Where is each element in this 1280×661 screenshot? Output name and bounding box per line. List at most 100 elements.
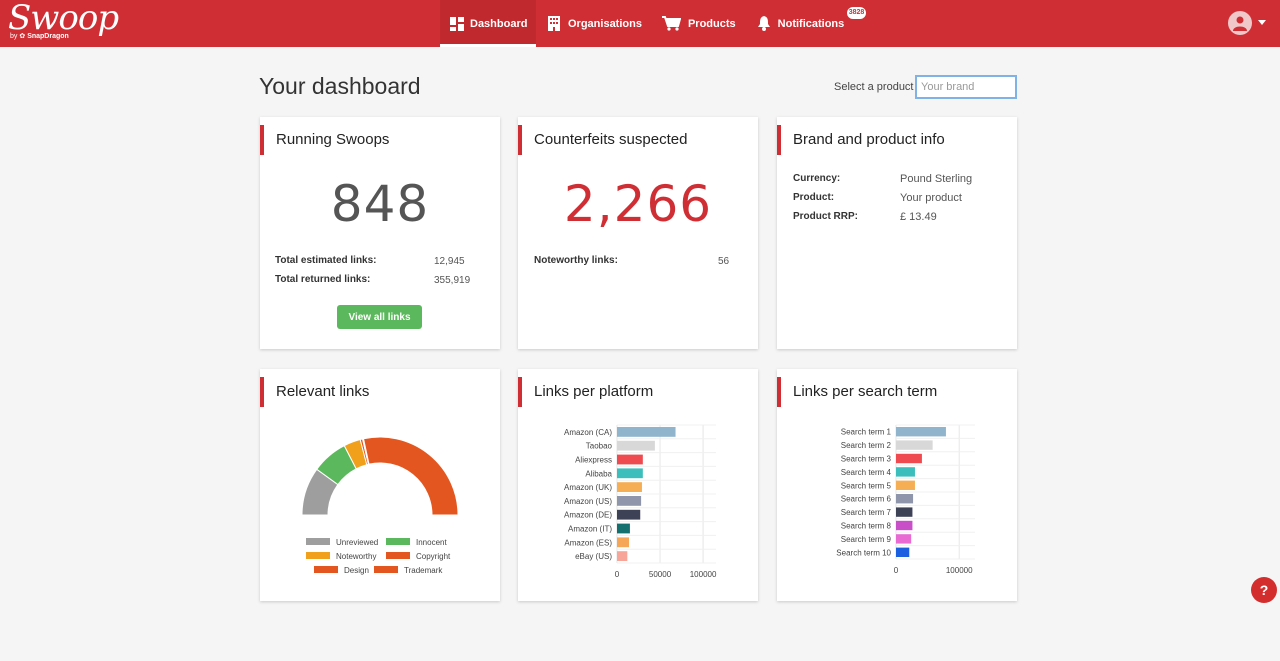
total-returned-label: Total returned links: [275, 274, 371, 285]
bar[interactable] [896, 427, 946, 437]
bar[interactable] [896, 440, 933, 450]
legend-swatch-innocent [386, 538, 410, 545]
bell-icon [756, 16, 772, 32]
category-label: Amazon (CA) [564, 428, 612, 437]
category-label: Search term 3 [841, 455, 892, 464]
total-returned-value: 355,919 [434, 275, 471, 286]
nav-notifications[interactable]: Notifications 3828 [746, 0, 867, 47]
x-tick-label: 100000 [946, 566, 973, 575]
category-label: Amazon (IT) [568, 525, 612, 534]
bar[interactable] [617, 427, 676, 437]
total-estimated-value: 12,945 [434, 256, 465, 267]
legend-label-noteworthy[interactable]: Noteworthy [336, 552, 376, 561]
category-label: Search term 2 [841, 441, 892, 450]
x-tick-label: 100000 [690, 570, 717, 579]
category-label: Search term 9 [841, 535, 892, 544]
category-label: eBay (US) [575, 552, 612, 561]
legend-label-unreviewed[interactable]: Unreviewed [336, 538, 378, 547]
logo-text: Swoop [8, 0, 119, 38]
card-title: Relevant links [260, 377, 369, 407]
logo-subtitle: by ✿ SnapDragon [10, 32, 69, 40]
counterfeits-card: Counterfeits suspected 2,266 Noteworthy … [518, 117, 758, 349]
legend-label-trademark[interactable]: Trademark [404, 566, 443, 575]
bar[interactable] [896, 480, 915, 490]
bar[interactable] [896, 534, 912, 544]
top-navbar: Swoop by ✿ SnapDragon Dashboard Organisa… [0, 0, 1280, 47]
bar[interactable] [617, 440, 655, 451]
bar[interactable] [896, 494, 914, 504]
user-menu-chevron-down-icon[interactable] [1258, 20, 1266, 25]
running-swoops-card: Running Swoops 848 Total estimated links… [260, 117, 500, 349]
bar[interactable] [617, 496, 642, 506]
bar[interactable] [896, 467, 915, 477]
category-label: Taobao [586, 442, 613, 451]
card-title: Brand and product info [777, 125, 945, 155]
notifications-badge: 3828 [846, 7, 867, 19]
product-rrp-label: Product RRP: [793, 211, 858, 222]
bar[interactable] [617, 454, 643, 465]
product-rrp-value: £ 13.49 [900, 211, 937, 223]
nav-dashboard-label: Dashboard [470, 17, 528, 30]
legend-swatch-design [314, 566, 338, 573]
bar[interactable] [896, 453, 922, 464]
donut-slice-trademark[interactable] [362, 436, 459, 516]
total-estimated-label: Total estimated links: [275, 255, 377, 266]
brand-select-input[interactable] [915, 75, 1017, 99]
main-nav: Dashboard Organisations Products Notific… [440, 0, 867, 47]
card-title: Counterfeits suspected [518, 125, 687, 155]
links-per-search-term-chart: 0 100000 Search term 1 Search term 2 Search … [836, 424, 975, 575]
bar[interactable] [896, 547, 910, 557]
noteworthy-links-label: Noteworthy links: [534, 255, 618, 266]
category-label: Alibaba [585, 469, 612, 478]
bar[interactable] [896, 507, 913, 517]
card-title: Links per search term [777, 377, 937, 407]
product-value: Your product [900, 192, 962, 204]
category-label: Amazon (ES) [564, 538, 612, 547]
bar[interactable] [617, 523, 630, 534]
bar[interactable] [617, 537, 630, 548]
help-button[interactable]: ? [1251, 577, 1277, 603]
x-tick-label: 50000 [649, 570, 672, 579]
legend-label-innocent[interactable]: Innocent [416, 538, 447, 547]
category-label: Search term 5 [841, 481, 892, 490]
running-swoops-count: 848 [330, 175, 430, 233]
links-per-search-term-card: Links per search term 0 100000 Search term… [777, 369, 1017, 601]
legend-swatch-unreviewed [306, 538, 330, 545]
nav-dashboard[interactable]: Dashboard [440, 0, 536, 47]
category-label: Search term 7 [841, 508, 892, 517]
page-title: Your dashboard [259, 73, 421, 99]
dashboard-icon [450, 16, 464, 32]
legend-swatch-noteworthy [306, 552, 330, 559]
legend-label-copyright[interactable]: Copyright [416, 552, 451, 561]
bar[interactable] [617, 468, 643, 479]
counterfeits-count: 2,266 [563, 175, 713, 233]
product-label: Product: [793, 192, 835, 203]
currency-label: Currency: [793, 173, 841, 184]
relevant-links-chart: Unreviewed Innocent Noteworthy Copyright Des… [301, 436, 459, 575]
links-per-platform-chart: 0 50000 100000 Amazon (CA) Taobao Aliexpress A… [564, 424, 717, 579]
snapdragon-icon: ✿ [19, 33, 26, 40]
legend-label-design[interactable]: Design [344, 566, 369, 575]
card-title: Running Swoops [260, 125, 389, 155]
category-label: Search term 4 [841, 468, 892, 477]
user-icon [1233, 16, 1247, 31]
bar[interactable] [617, 482, 642, 492]
legend-swatch-trademark [374, 566, 398, 573]
category-label: Search term 10 [836, 548, 891, 557]
nav-products[interactable]: Products [652, 0, 746, 47]
category-label: Search term 1 [841, 428, 892, 437]
view-all-links-button[interactable]: View all links [337, 305, 422, 329]
bar[interactable] [617, 509, 641, 520]
brand-info-card: Brand and product info Currency: Pound S… [777, 117, 1017, 349]
bar[interactable] [896, 520, 913, 531]
nav-organisations[interactable]: Organisations [536, 0, 652, 47]
swoop-logo[interactable]: Swoop by ✿ SnapDragon [8, 0, 119, 40]
bar[interactable] [617, 551, 628, 561]
x-tick-label: 0 [615, 570, 620, 579]
currency-value: Pound Sterling [900, 173, 973, 185]
nav-products-label: Products [687, 17, 736, 30]
legend-swatch-copyright [386, 552, 410, 559]
cart-icon [662, 16, 682, 32]
relevant-links-card: Relevant links Unreviewed Innocent Notewor… [260, 369, 500, 601]
user-avatar[interactable] [1228, 11, 1252, 35]
